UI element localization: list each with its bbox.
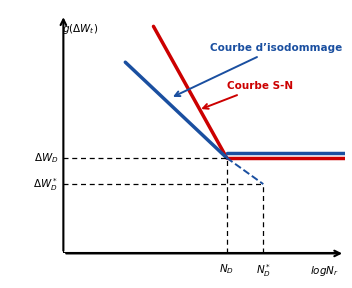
Text: $N_D^*$: $N_D^*$ <box>256 262 271 278</box>
Text: $logN_r$: $logN_r$ <box>310 264 339 278</box>
Text: $N_D$: $N_D$ <box>219 262 234 276</box>
Text: $\Delta W_D^*$: $\Delta W_D^*$ <box>33 176 58 192</box>
Text: $\Delta W_D$: $\Delta W_D$ <box>34 151 58 165</box>
Text: $g(\Delta W_t)$: $g(\Delta W_t)$ <box>62 22 98 36</box>
Text: Courbe S-N: Courbe S-N <box>203 81 293 109</box>
Text: Courbe d’isodommage: Courbe d’isodommage <box>175 43 342 96</box>
